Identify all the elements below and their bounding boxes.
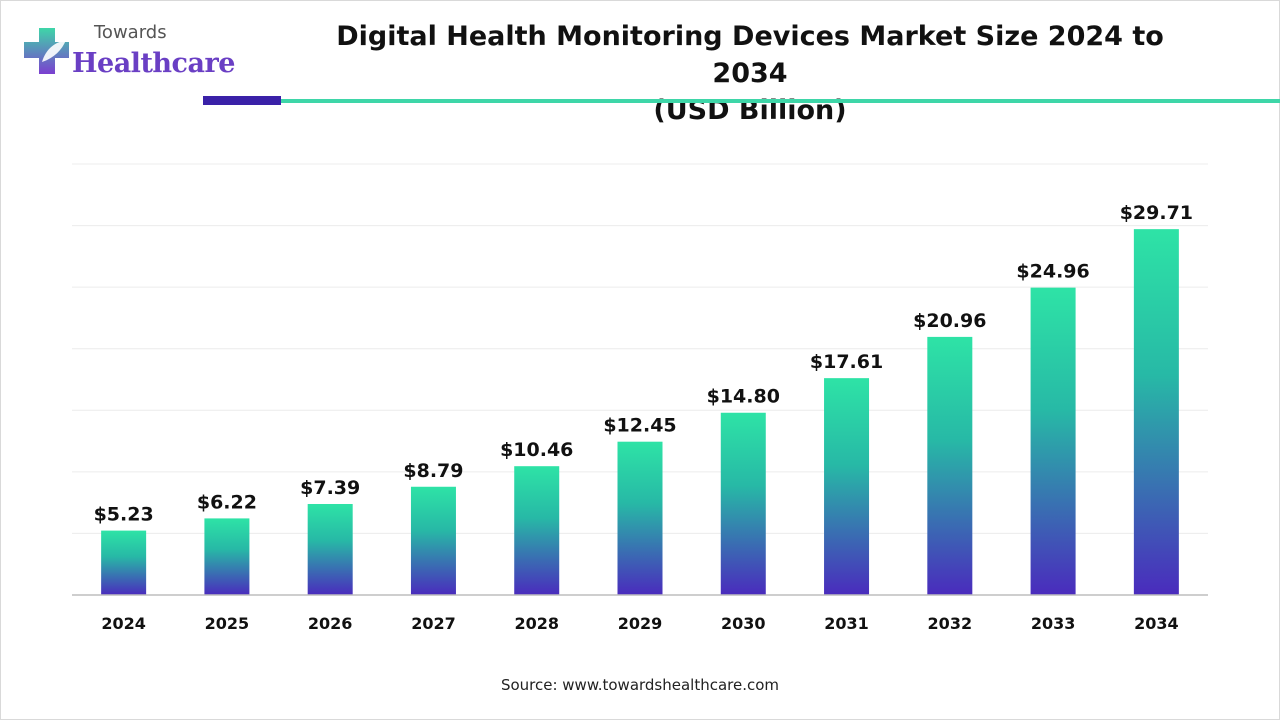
data-label-2031: $17.61 — [810, 351, 883, 373]
bar-chart: $5.23 $6.22 $7.39 $8.79 $10.46 $12.45 $14.80 $1… — [72, 163, 1208, 633]
x-tick-2032: 2032 — [928, 614, 973, 633]
title-underline-dark — [203, 96, 281, 105]
data-label-2026: $7.39 — [300, 477, 360, 499]
bar-2025 — [204, 518, 250, 595]
x-tick-2027: 2027 — [411, 614, 456, 633]
data-label-2030: $14.80 — [707, 386, 780, 408]
bar-2024 — [101, 530, 147, 595]
data-label-2033: $24.96 — [1016, 261, 1089, 283]
brand-towards-text: Towards — [94, 22, 167, 43]
x-tick-2025: 2025 — [205, 614, 250, 633]
data-label-2025: $6.22 — [197, 491, 257, 513]
towards-healthcare-logo: Towards Healthcare — [20, 18, 240, 86]
bar-2031 — [824, 378, 870, 595]
bar-2033 — [1030, 287, 1076, 595]
bar-2030 — [720, 412, 766, 595]
x-tick-2026: 2026 — [308, 614, 353, 633]
data-label-2028: $10.46 — [500, 439, 573, 461]
x-tick-2024: 2024 — [101, 614, 146, 633]
x-tick-2029: 2029 — [618, 614, 663, 633]
brand-healthcare-text: Healthcare — [72, 48, 235, 79]
data-label-2032: $20.96 — [913, 310, 986, 332]
bar-2027 — [410, 486, 456, 595]
x-tick-2031: 2031 — [824, 614, 869, 633]
bar-2034 — [1133, 229, 1179, 595]
bar-2028 — [514, 466, 560, 595]
x-tick-2034: 2034 — [1134, 614, 1179, 633]
x-tick-2033: 2033 — [1031, 614, 1076, 633]
bar-2029 — [617, 441, 663, 595]
source-note: Source: www.towardshealthcare.com — [500, 676, 780, 694]
bar-series: $5.23 $6.22 $7.39 $8.79 $10.46 $12.45 $14.80 $1… — [94, 202, 1193, 595]
chart-title-line1: Digital Health Monitoring Devices Market… — [336, 21, 1164, 89]
x-axis: 2024 2025 2026 2027 2028 2029 2030 2031 2032 2033… — [72, 594, 1208, 633]
x-tick-2030: 2030 — [721, 614, 766, 633]
data-label-2024: $5.23 — [94, 504, 154, 526]
data-label-2027: $8.79 — [403, 460, 463, 482]
bar-2026 — [307, 503, 353, 595]
bar-2032 — [927, 336, 973, 595]
x-tick-2028: 2028 — [514, 614, 559, 633]
data-label-2029: $12.45 — [603, 415, 676, 437]
data-label-2034: $29.71 — [1120, 202, 1193, 224]
title-underline-teal — [281, 99, 1280, 103]
health-cross-icon — [24, 28, 69, 74]
